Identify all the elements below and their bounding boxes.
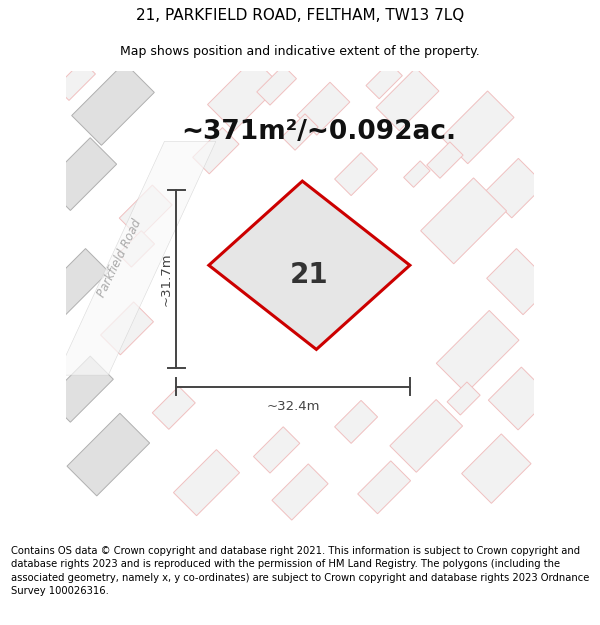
Polygon shape [208,58,280,131]
Polygon shape [297,82,350,135]
Polygon shape [101,302,154,355]
Polygon shape [173,449,239,516]
Polygon shape [282,114,318,150]
Polygon shape [193,127,239,174]
Text: Map shows position and indicative extent of the property.: Map shows position and indicative extent… [120,45,480,58]
Text: ~31.7m: ~31.7m [160,253,172,306]
Text: Parkfield Road: Parkfield Road [95,217,145,299]
Polygon shape [71,62,154,145]
Polygon shape [43,249,109,314]
Polygon shape [441,91,514,164]
Polygon shape [335,152,377,196]
Polygon shape [485,158,545,218]
Text: 21: 21 [290,261,329,289]
Polygon shape [152,386,195,429]
Polygon shape [358,461,410,514]
Polygon shape [257,66,296,105]
Polygon shape [67,413,149,496]
Polygon shape [404,161,430,188]
Polygon shape [376,68,439,131]
Polygon shape [335,401,377,443]
Text: Contains OS data © Crown copyright and database right 2021. This information is : Contains OS data © Crown copyright and d… [11,546,589,596]
Polygon shape [57,141,216,375]
Polygon shape [427,142,463,178]
Polygon shape [366,62,403,99]
Polygon shape [56,61,95,101]
Polygon shape [390,399,463,472]
Polygon shape [253,427,300,473]
Polygon shape [436,311,519,393]
Polygon shape [447,382,480,415]
Text: ~371m²/~0.092ac.: ~371m²/~0.092ac. [181,119,456,145]
Polygon shape [488,367,551,430]
Polygon shape [421,178,506,264]
Polygon shape [119,185,172,238]
Polygon shape [118,231,155,267]
Text: 21, PARKFIELD ROAD, FELTHAM, TW13 7LQ: 21, PARKFIELD ROAD, FELTHAM, TW13 7LQ [136,8,464,23]
Polygon shape [272,464,328,520]
Polygon shape [44,138,116,211]
Polygon shape [487,249,553,314]
Text: ~32.4m: ~32.4m [266,400,320,413]
Polygon shape [461,434,531,503]
Polygon shape [47,356,113,422]
Polygon shape [209,181,410,349]
